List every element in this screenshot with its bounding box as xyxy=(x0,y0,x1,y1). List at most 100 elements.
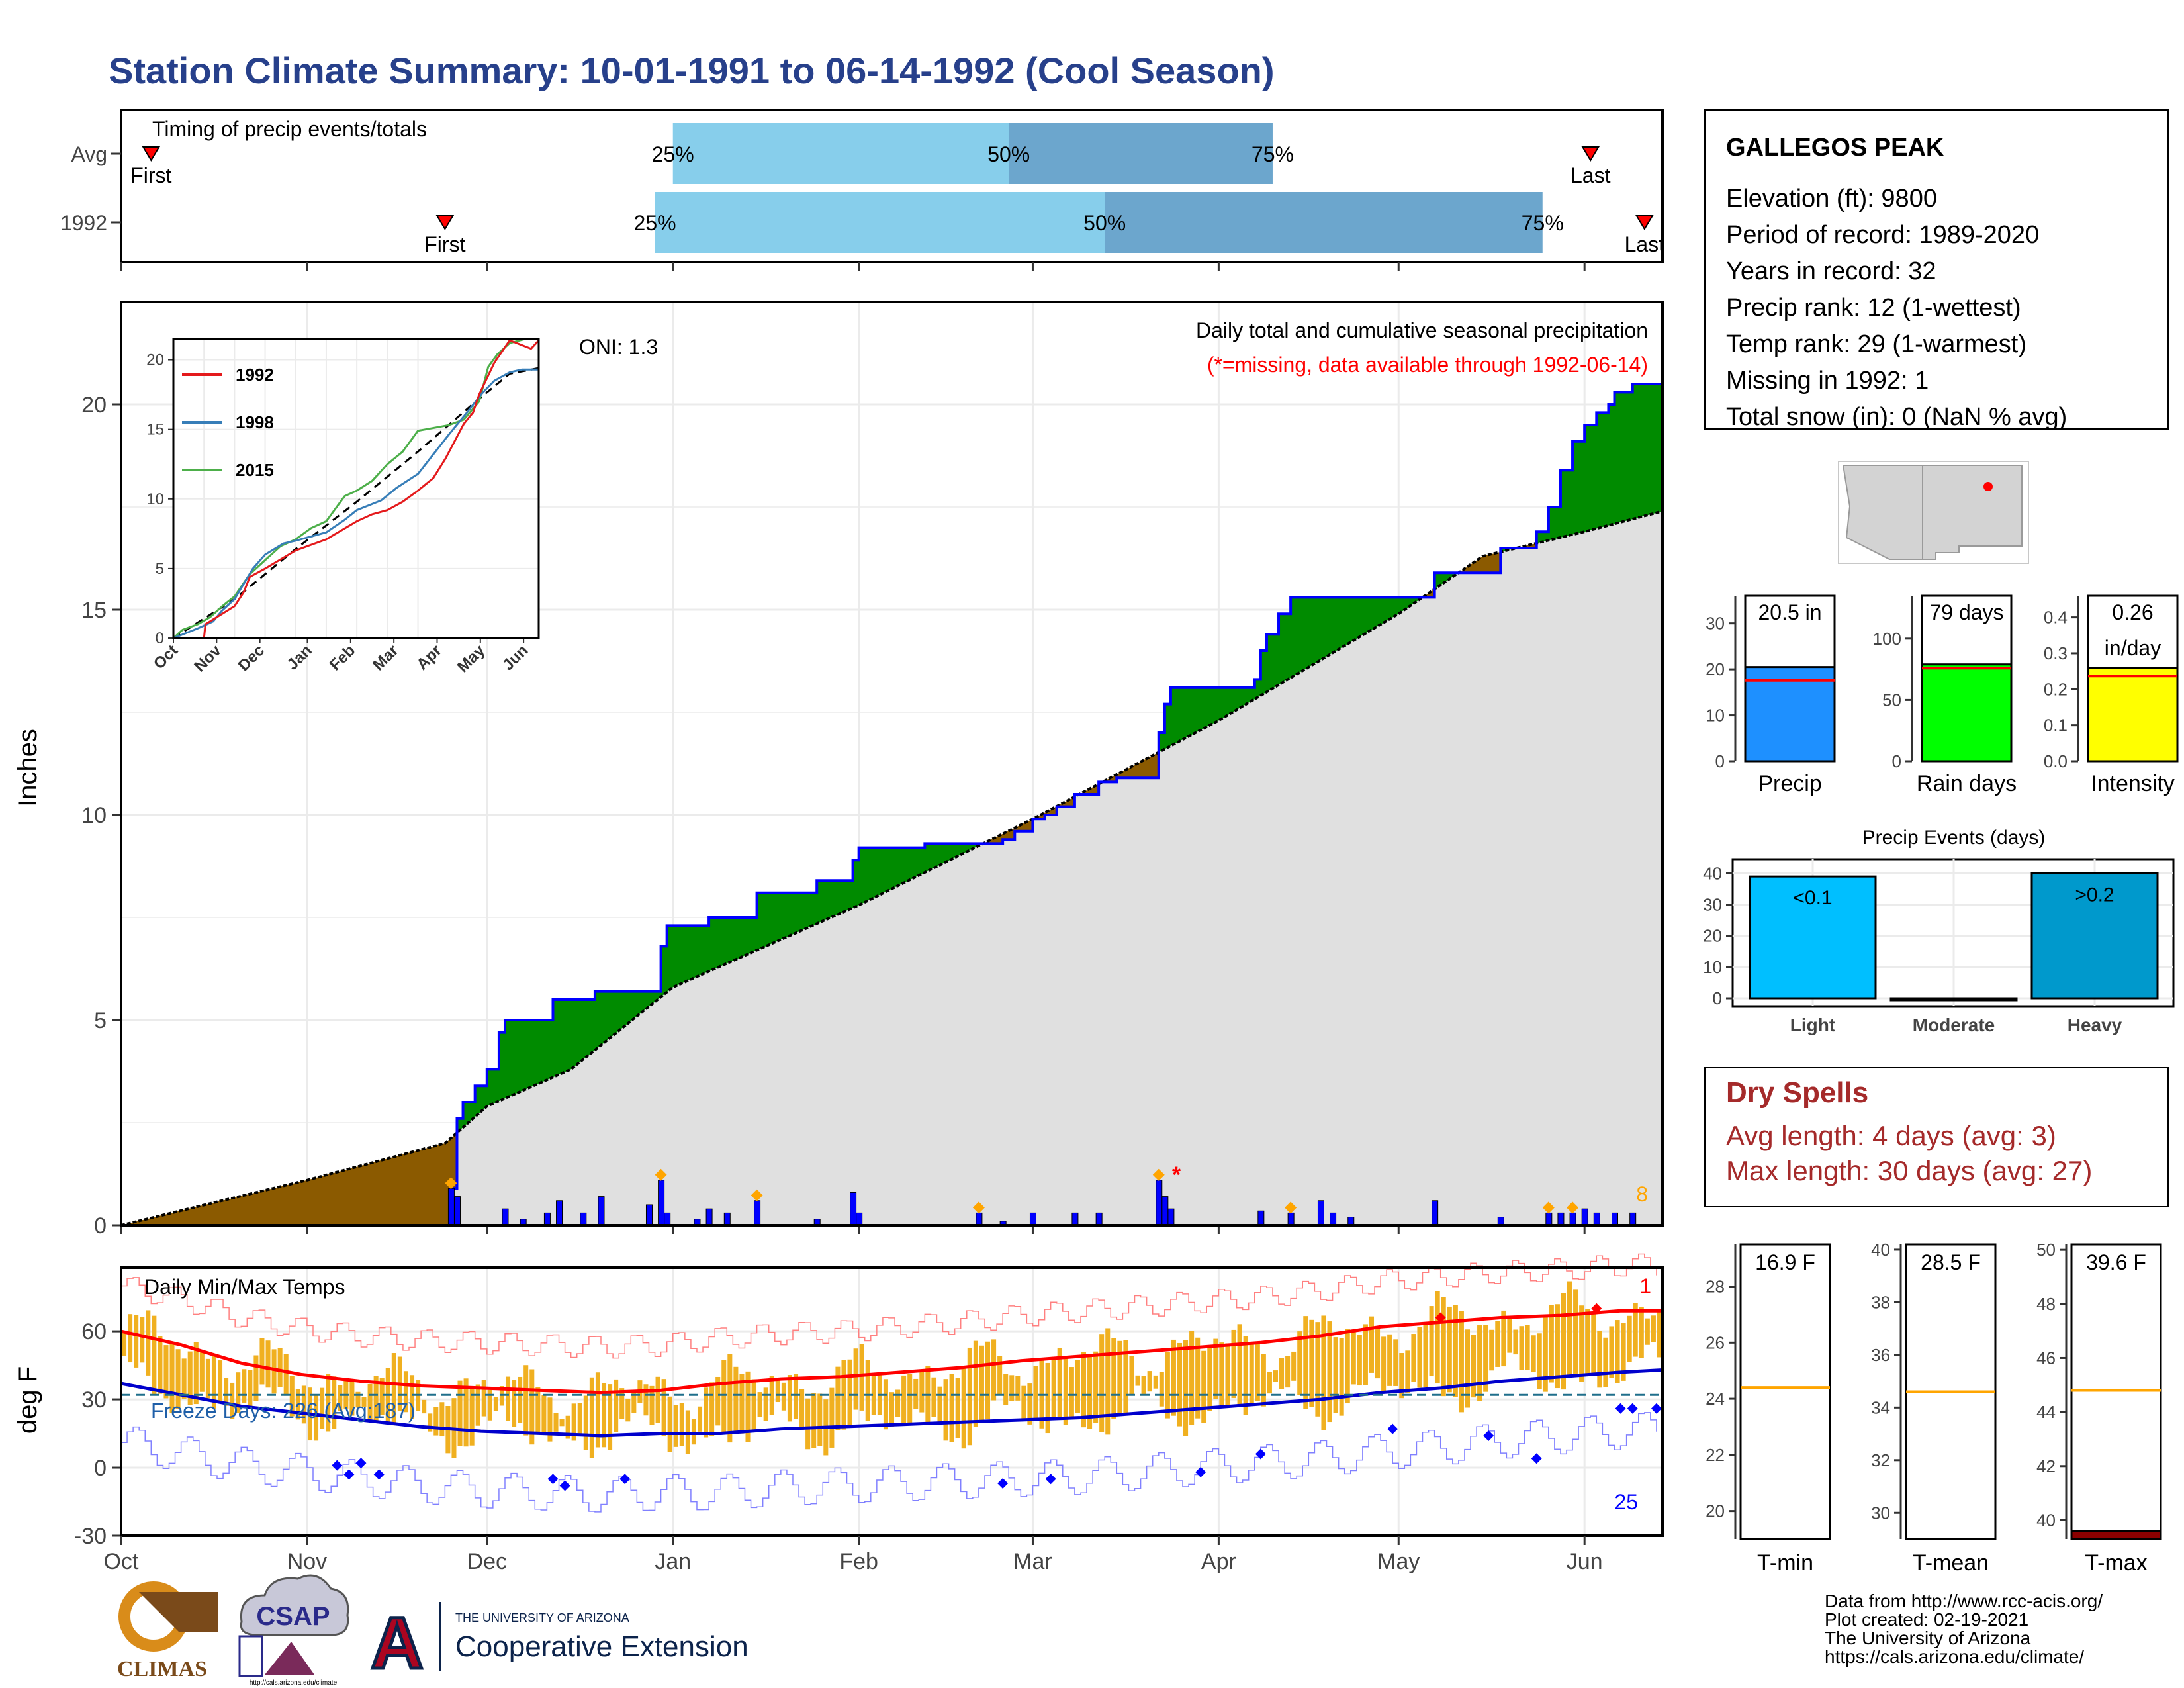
temp-panel-frame xyxy=(1739,1243,1831,1540)
station-info-frame xyxy=(1704,109,2169,430)
daily-temp-bar xyxy=(1165,1352,1170,1419)
daily-temp-bar xyxy=(847,1359,852,1427)
daily-temp-bar xyxy=(1123,1340,1128,1414)
inset-y-tick-label: 0 xyxy=(156,630,164,647)
record-max-line xyxy=(121,1253,1657,1359)
daily-temp-bar xyxy=(1201,1350,1206,1423)
record-low-marker xyxy=(1615,1403,1626,1414)
month-tick-label: May xyxy=(1377,1549,1420,1574)
station-location-dot xyxy=(1983,482,1993,491)
daily-temp-bar xyxy=(595,1372,600,1448)
mini-bar-tick-label: 0.2 xyxy=(2044,679,2068,699)
ua-small-text: THE UNIVERSITY OF ARIZONA xyxy=(455,1611,629,1624)
daily-temp-bar xyxy=(1333,1337,1338,1413)
daily-temp-bar xyxy=(1261,1354,1266,1407)
daily-temp-bar xyxy=(817,1393,823,1446)
avg-min-line xyxy=(120,1368,1663,1438)
timing-pct-label: 25% xyxy=(634,211,676,235)
inset-series-line xyxy=(173,339,540,639)
daily-temp-bar xyxy=(841,1360,846,1430)
daily-temp-bar xyxy=(338,1385,343,1411)
large-event-marker xyxy=(1567,1201,1579,1214)
temp-panel-t-max: 40 42 44 46 48 50 39.6 F T-max xyxy=(2036,1240,2162,1575)
daily-temp-bar xyxy=(265,1340,271,1388)
daily-temp-bar xyxy=(1573,1289,1578,1374)
temp-panel-t-min: 20 22 24 26 28 16.9 F T-min xyxy=(1706,1243,1831,1575)
temp-panel-label: T-max xyxy=(2085,1550,2147,1575)
daily-precip-bar xyxy=(1257,1210,1265,1226)
daily-temp-bar xyxy=(931,1377,936,1417)
daily-precip-bar xyxy=(580,1212,587,1226)
mini-bar-intensity: 0.0 0.1 0.2 0.3 0.4 0.26 in/day Intensity xyxy=(2044,594,2179,796)
timing-row-label: Avg xyxy=(71,142,107,166)
daily-temp-bar xyxy=(805,1398,811,1450)
temp-panel-value-label: 16.9 F xyxy=(1755,1250,1815,1274)
timing-q1-bar xyxy=(672,123,1009,184)
dry-spells-title: Dry Spells xyxy=(1726,1076,1868,1109)
daily-temp-bar xyxy=(193,1342,199,1405)
daily-temp-bar xyxy=(158,1336,163,1394)
mini-bar-tick-label: 0 xyxy=(1715,751,1725,771)
daily-temp-bar xyxy=(1309,1319,1314,1407)
inset-legend-label: 1998 xyxy=(236,412,274,432)
temp-panel-tick-label: 28 xyxy=(1706,1277,1725,1297)
daily-precip-bar xyxy=(1161,1196,1169,1226)
daily-temp-bar xyxy=(811,1393,817,1448)
daily-temp-bar xyxy=(242,1369,247,1403)
daily-precip-bar xyxy=(1545,1212,1553,1226)
temp-plot: -30 0 30 60 Daily Min/Max Temps Freeze Days… xyxy=(13,1253,1664,1549)
daily-precip-bar xyxy=(453,1196,461,1226)
record-low-marker xyxy=(355,1458,367,1469)
daily-temp-bar xyxy=(631,1391,637,1413)
inset-series-line xyxy=(172,338,539,639)
daily-temp-bar xyxy=(781,1382,786,1411)
station-name: GALLEGOS PEAK xyxy=(1726,134,1944,162)
daily-temp-bar xyxy=(787,1375,792,1422)
daily-precip-bar xyxy=(502,1208,509,1226)
daily-precip-bar xyxy=(1029,1212,1036,1226)
daily-temp-bar xyxy=(379,1378,385,1415)
inset-series-line xyxy=(173,368,539,639)
record-low-marker xyxy=(619,1474,631,1485)
precip-plot-border xyxy=(120,301,1664,1227)
daily-temp-bar xyxy=(499,1386,504,1406)
daily-temp-bar xyxy=(859,1344,864,1411)
daily-precip-bar xyxy=(976,1212,983,1226)
daily-temp-bar xyxy=(1471,1335,1477,1398)
climas-logo-text: CLIMAS xyxy=(117,1657,207,1681)
daily-temp-bar xyxy=(205,1358,210,1399)
daily-temp-bar xyxy=(1099,1334,1105,1433)
daily-temp-bar xyxy=(913,1378,919,1409)
daily-precip-bar xyxy=(1095,1212,1103,1226)
daily-temp-bar xyxy=(1351,1331,1356,1385)
daily-temp-bar xyxy=(1105,1328,1111,1435)
daily-temp-bar xyxy=(1291,1351,1297,1381)
daily-temp-bar xyxy=(1189,1331,1195,1425)
daily-temp-bar xyxy=(1501,1310,1506,1367)
daily-temp-bar xyxy=(187,1351,193,1405)
daily-temp-bar xyxy=(326,1374,331,1432)
daily-temp-bar xyxy=(955,1378,960,1438)
daily-temp-bar xyxy=(1057,1348,1062,1418)
daily-temp-bar xyxy=(253,1355,259,1401)
daily-temp-bar xyxy=(128,1314,133,1363)
station-snow: Total snow (in): 0 (NaN % avg) xyxy=(1726,403,2067,431)
daily-temp-bar xyxy=(1363,1324,1368,1385)
month-tick-label: Mar xyxy=(1013,1549,1052,1574)
daily-temp-bar xyxy=(428,1413,433,1432)
daily-temp-bar xyxy=(1507,1319,1512,1353)
daily-temp-bar xyxy=(1069,1367,1074,1417)
daily-temp-bar xyxy=(1627,1315,1632,1362)
daily-temp-bar xyxy=(146,1310,151,1376)
temp-panel-tick-label: 32 xyxy=(1871,1450,1890,1470)
temp-plot-border xyxy=(120,1266,1664,1537)
daily-precip-bar xyxy=(658,1180,665,1226)
temp-panel-frame xyxy=(2070,1243,2162,1540)
daily-temp-bar xyxy=(1297,1331,1302,1395)
climas-mountain-icon xyxy=(139,1592,218,1632)
mini-bar-label: Precip xyxy=(1758,771,1821,796)
daily-temp-bar xyxy=(1657,1311,1662,1358)
daily-temp-bar xyxy=(661,1379,666,1437)
daily-temp-bar xyxy=(1183,1340,1189,1436)
daily-temp-bar xyxy=(901,1375,907,1424)
